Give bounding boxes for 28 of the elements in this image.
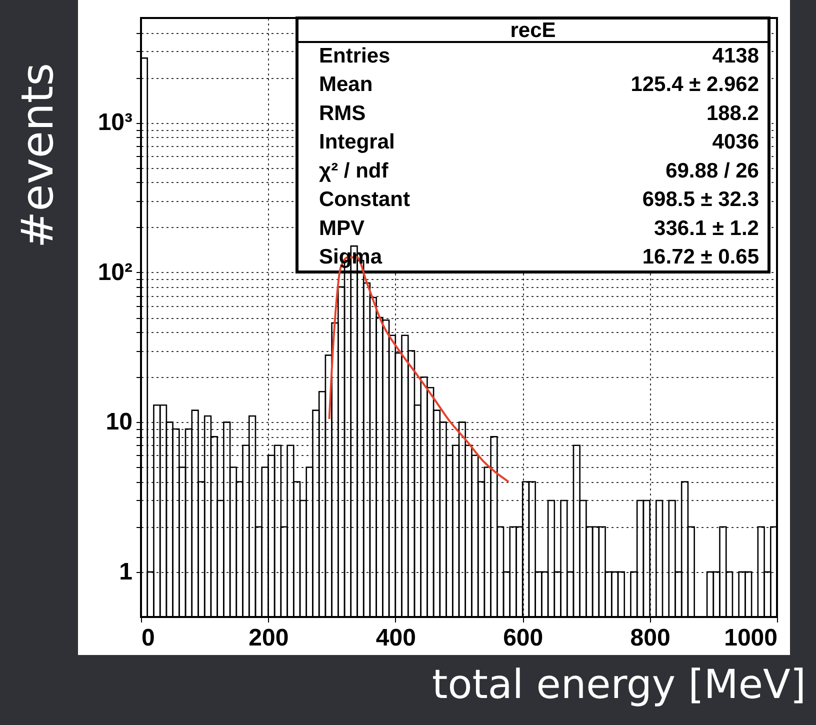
chart-title: recE	[510, 19, 556, 42]
annotation: 4036	[712, 130, 759, 154]
annotation: 16.72 ± 0.65	[642, 246, 760, 269]
y-tick-label: 10²	[98, 258, 133, 286]
annotation: 69.88 / 26	[666, 159, 759, 182]
annotation: χ² / ndf	[319, 159, 390, 182]
annotation: 125.4 ± 2.962	[630, 73, 759, 96]
x-axis-title: total energy [MeV]	[432, 662, 806, 708]
annotation: 698.5 ± 32.3	[642, 188, 759, 212]
annotation: 188.2	[706, 102, 759, 125]
y-tick-label: 10	[106, 408, 132, 436]
annotation: Mean	[319, 73, 373, 96]
y-tick-label: 10³	[98, 109, 133, 136]
x-tick-label: 1000	[724, 624, 778, 652]
x-tick-label: 400	[376, 624, 416, 652]
x-tick-label: 800	[630, 624, 670, 652]
annotation: Integral	[319, 130, 395, 154]
y-tick-label: 1	[119, 558, 132, 586]
x-tick-label: 600	[503, 624, 544, 652]
annotation: 336.1 ± 1.2	[654, 216, 759, 240]
x-tick-label: 200	[248, 624, 289, 652]
annotation: 4138	[712, 44, 760, 68]
annotation: Entries	[319, 44, 390, 68]
y-axis-title: #events	[12, 62, 64, 250]
annotation: MPV	[319, 216, 365, 240]
x-tick-label: 0	[142, 624, 155, 652]
annotation: RMS	[319, 102, 366, 125]
annotation: Constant	[319, 188, 410, 212]
